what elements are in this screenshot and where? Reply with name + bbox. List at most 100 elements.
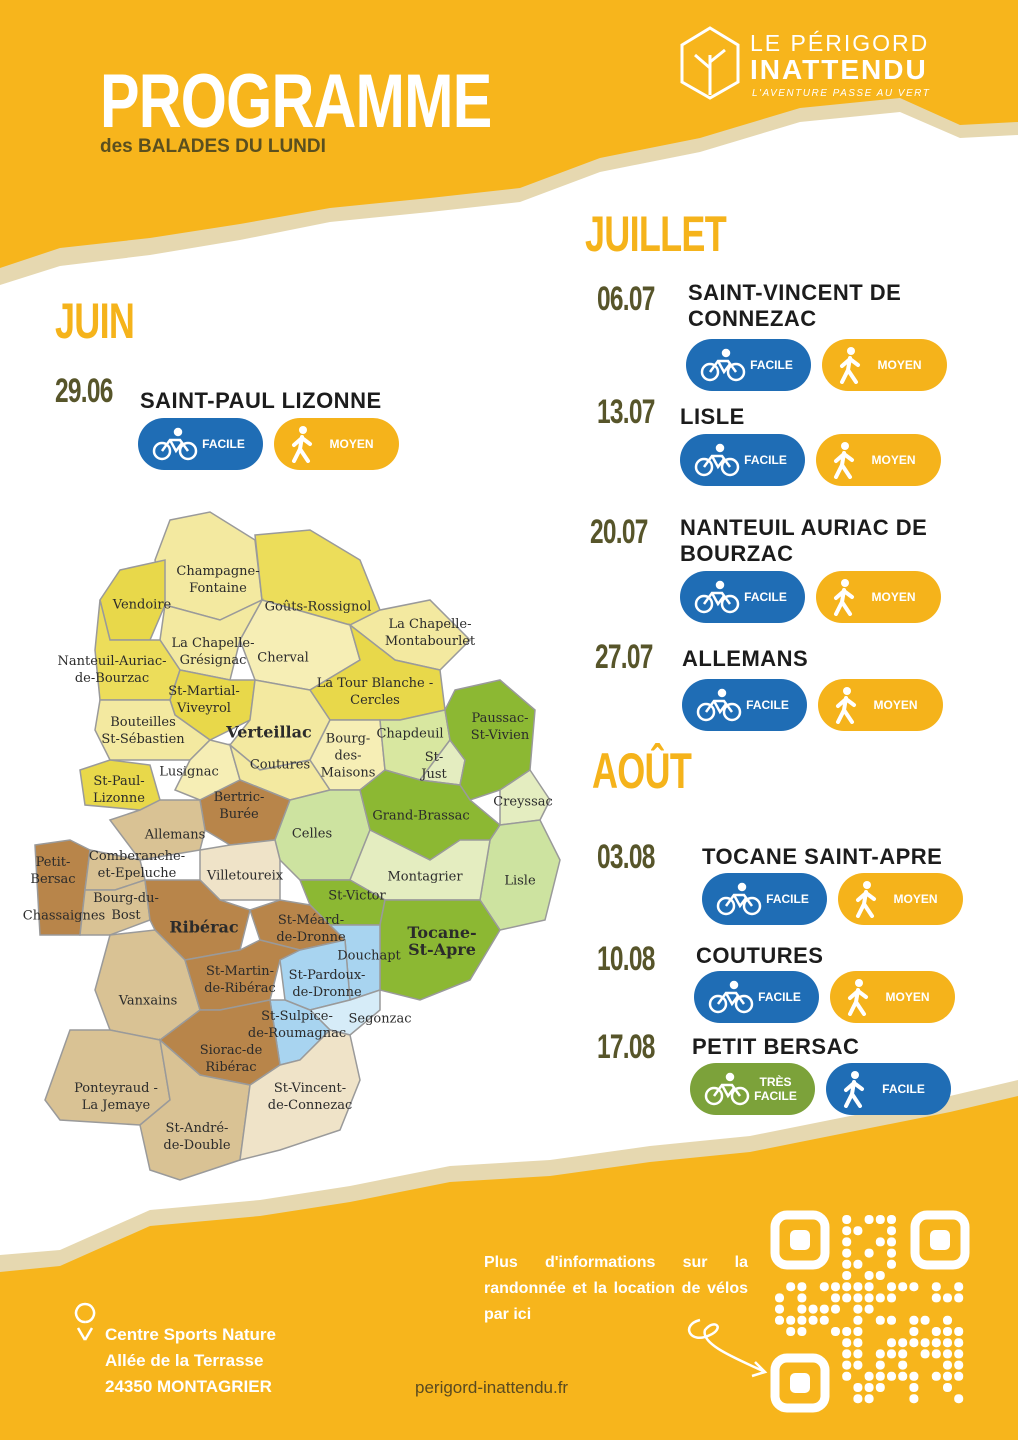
outing-date: 17.08 xyxy=(597,1028,655,1066)
address-line: Allée de la Terrasse xyxy=(105,1351,264,1370)
badge-label: FACILE xyxy=(758,990,801,1004)
badge-label: FACILE xyxy=(202,437,245,451)
map-label: St-Sulpice- de-Roumagnac xyxy=(247,1009,347,1041)
outing-place: NANTEUIL AURIAC DE BOURZAC xyxy=(680,515,928,566)
title: PROGRAMME xyxy=(100,59,492,144)
map-label: Paussac- St-Vivien xyxy=(470,711,530,743)
walk-icon xyxy=(292,426,312,463)
logo-line: INATTENDU xyxy=(750,54,928,85)
walk-icon xyxy=(848,979,868,1016)
difficulty-badge: MOYEN xyxy=(816,434,941,486)
walk-icon xyxy=(844,1071,864,1108)
map-label: Petit- Bersac xyxy=(30,855,76,887)
bike-icon xyxy=(694,580,740,614)
walk-icon xyxy=(840,347,860,384)
map-label: Comberanche- et-Epeluche xyxy=(88,849,186,881)
map-label: Chapdeuil xyxy=(376,726,444,742)
map-label: Grand-Brassac xyxy=(372,808,470,824)
map-label: Nanteuil-Auriac- de-Bourzac xyxy=(57,654,167,686)
map-label: Tocane- St-Apre xyxy=(407,923,477,959)
badge-label: MOYEN xyxy=(893,892,938,906)
bike-icon xyxy=(704,1072,750,1106)
walk-icon xyxy=(836,687,856,724)
walk-icon xyxy=(834,442,854,479)
map-label: Douchapt xyxy=(337,948,401,964)
bike-icon xyxy=(716,882,762,916)
bike-icon xyxy=(152,427,198,461)
map-label: Segonzac xyxy=(348,1011,412,1027)
badge-label: MOYEN xyxy=(329,437,374,451)
logo-line: LE PÉRIGORD xyxy=(750,30,930,56)
map-label: Bourg- des- Maisons xyxy=(320,731,376,781)
badge-label: FACILE xyxy=(882,1082,925,1096)
bike-icon xyxy=(708,980,754,1014)
map-label: Montagrier xyxy=(387,869,463,885)
badge-label: FACILE xyxy=(766,892,809,906)
map-label: Bertric- Burée xyxy=(213,790,265,822)
map-label: St-Pardoux- de-Dronne xyxy=(288,968,366,1000)
map-label: Vanxains xyxy=(118,993,178,1009)
badge-label: MOYEN xyxy=(873,698,918,712)
difficulty-badge: MOYEN xyxy=(822,339,947,391)
map-label: Chassaignes xyxy=(22,908,106,924)
difficulty-badge: MOYEN xyxy=(838,873,963,925)
map-label: Bourg-du- Bost xyxy=(93,891,159,923)
map-label: Verteillac xyxy=(226,722,312,742)
map-label: La Chapelle- Grésignac xyxy=(171,636,255,668)
outing-date: 03.08 xyxy=(597,838,655,876)
difficulty-badge: FACILE xyxy=(138,418,263,470)
map-label: Lisle xyxy=(504,873,536,889)
website[interactable]: perigord-inattendu.fr xyxy=(415,1378,569,1397)
map-label: Celles xyxy=(291,826,333,842)
outing-place: LISLE xyxy=(680,404,745,429)
logo-tagline: L'AVENTURE PASSE AU VERT xyxy=(752,88,931,99)
map-label: St-Martial- Viveyrol xyxy=(168,684,240,716)
month-title: JUILLET xyxy=(585,206,727,262)
difficulty-badge: FACILE xyxy=(686,339,811,391)
difficulty-badge: FACILE xyxy=(702,873,827,925)
map-label: St-Martin- de-Ribérac xyxy=(204,964,276,996)
map-label: St-Méard- de-Dronne xyxy=(276,913,346,945)
map-label: Champagne- Fontaine xyxy=(176,564,260,596)
badge-label: MOYEN xyxy=(885,990,930,1004)
map-label: Villetoureix xyxy=(206,868,284,884)
badge-label: FACILE xyxy=(744,453,787,467)
walk-icon xyxy=(834,579,854,616)
difficulty-badge: FACILE xyxy=(680,434,805,486)
map-label: Ribérac xyxy=(169,917,239,937)
difficulty-badge: MOYEN xyxy=(818,679,943,731)
difficulty-badge: FACILE xyxy=(694,971,819,1023)
badge-label: MOYEN xyxy=(877,358,922,372)
outing-date: 20.07 xyxy=(590,513,648,551)
info-text: Plus d'informations sur la randonnée et … xyxy=(484,1254,748,1323)
difficulty-badge: MOYEN xyxy=(816,571,941,623)
map-label: St-Victor xyxy=(328,888,386,904)
badge-label: FACILE xyxy=(744,590,787,604)
map-label: St-Paul- Lizonne xyxy=(93,774,145,806)
outing-date: 10.08 xyxy=(597,940,655,978)
difficulty-badge: MOYEN xyxy=(274,418,399,470)
map-label: St- Just xyxy=(421,750,447,782)
badge-label: FACILE xyxy=(746,698,789,712)
bike-icon xyxy=(694,443,740,477)
outing-place: ALLEMANS xyxy=(682,646,809,671)
month-title: AOÛT xyxy=(592,743,692,799)
map-label: St-Vincent- de-Connezac xyxy=(267,1081,353,1113)
outing-place: SAINT-PAUL LIZONNE xyxy=(140,388,382,413)
month-title: JUIN xyxy=(55,293,135,349)
difficulty-badge: FACILE xyxy=(680,571,805,623)
map-label: Allemans xyxy=(144,827,206,843)
badge-label: FACILE xyxy=(750,358,793,372)
outing-date: 13.07 xyxy=(597,393,655,431)
map-label: St-André- de-Double xyxy=(163,1121,231,1153)
bike-icon xyxy=(696,688,742,722)
outing-place: TOCANE SAINT-APRE xyxy=(702,844,943,869)
outing-date: 27.07 xyxy=(595,638,653,676)
difficulty-badge: FACILE xyxy=(826,1063,951,1115)
map-label: Goûts-Rossignol xyxy=(264,599,372,615)
outing-place: PETIT BERSAC xyxy=(692,1034,860,1059)
address-line: Centre Sports Nature xyxy=(105,1325,276,1344)
badge-label: MOYEN xyxy=(871,453,916,467)
